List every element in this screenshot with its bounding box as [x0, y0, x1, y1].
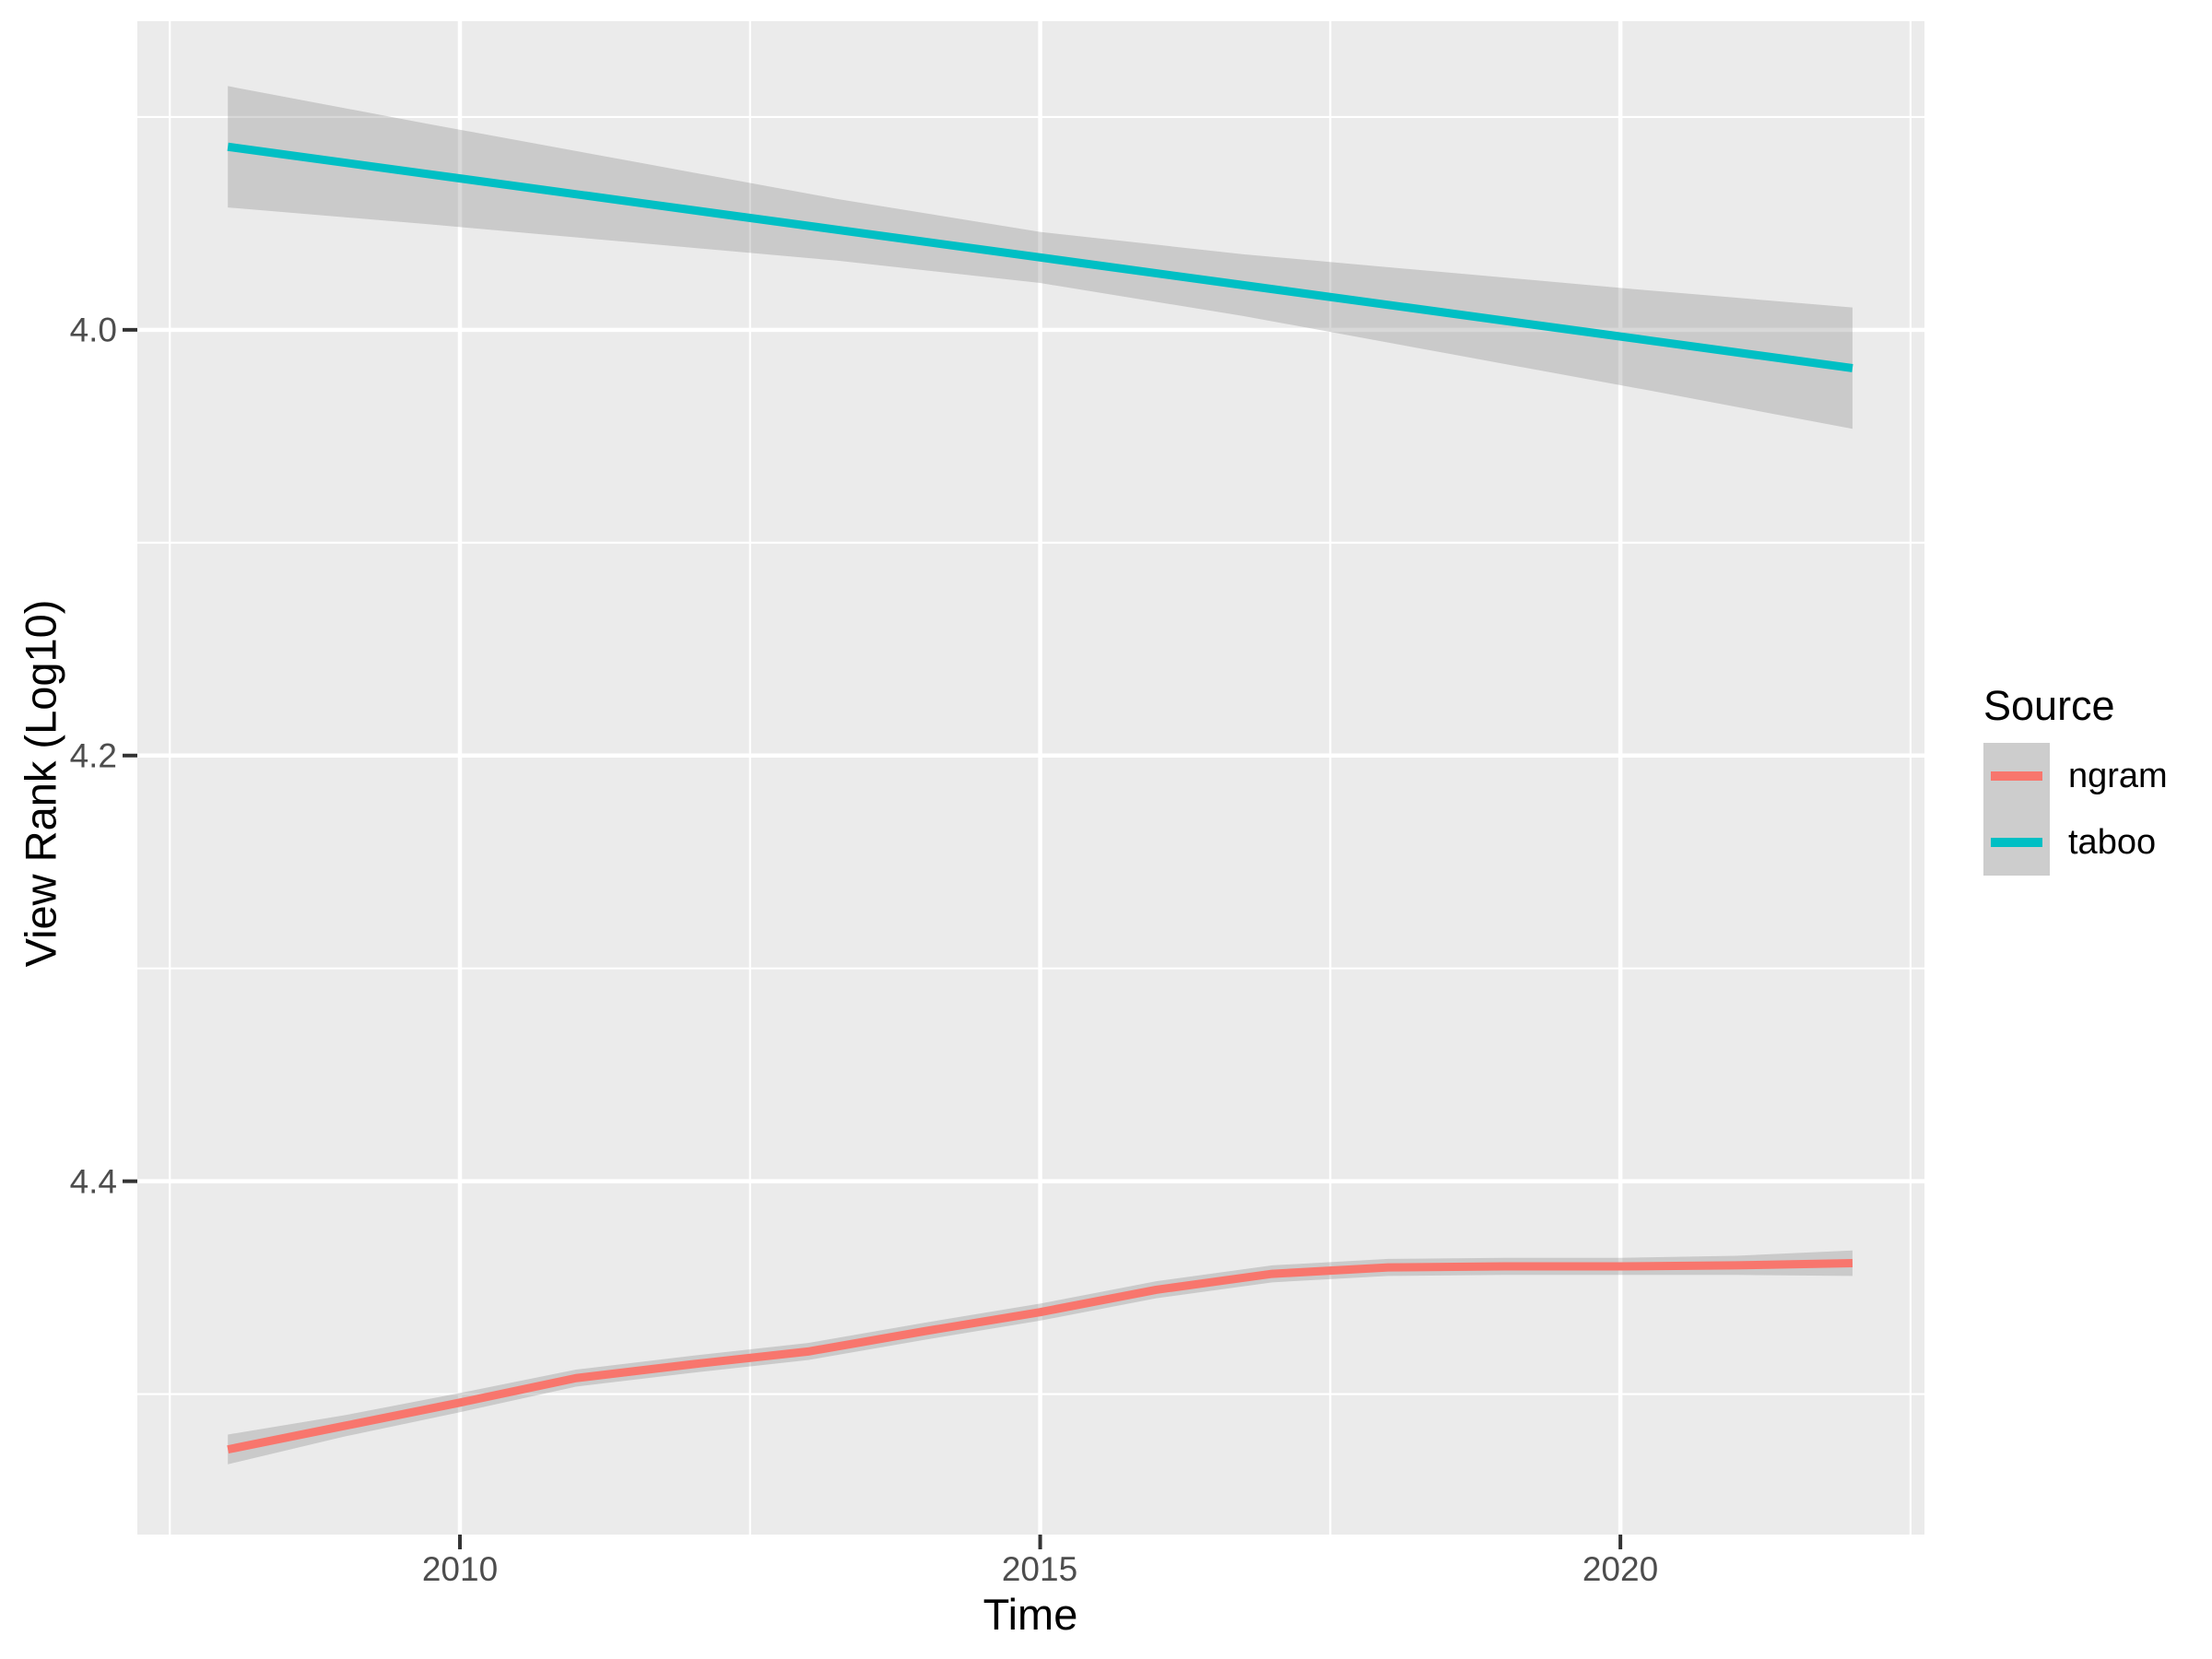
- legend-line-ngram: [1991, 771, 2042, 781]
- legend: Source ngram taboo: [1983, 684, 2168, 876]
- y-tick-label: 4.4: [69, 1162, 117, 1201]
- legend-key-ngram: [1983, 743, 2050, 809]
- legend-label-ngram: ngram: [2068, 756, 2168, 795]
- legend-label-taboo: taboo: [2068, 822, 2157, 862]
- x-axis-title: Time: [982, 1590, 1078, 1639]
- y-axis-title: View Rank (Log10): [16, 599, 65, 968]
- legend-title: Source: [1983, 682, 2115, 729]
- x-tick-label: 2015: [1001, 1550, 1078, 1588]
- x-tick-label: 2020: [1582, 1550, 1659, 1588]
- line-taboo: [227, 142, 1853, 372]
- legend-line-taboo: [1991, 838, 2042, 847]
- legend-entry-taboo: taboo: [1983, 809, 2168, 876]
- line-ngram: [227, 1259, 1853, 1454]
- x-tick-label: 2010: [421, 1550, 499, 1588]
- legend-key-taboo: [1983, 809, 2050, 876]
- y-tick-label: 4.2: [69, 736, 117, 775]
- panel-background: [137, 21, 1924, 1535]
- ribbon-ngram: [228, 1250, 1853, 1465]
- y-tick-label: 4.0: [69, 311, 117, 349]
- legend-entry-ngram: ngram: [1983, 743, 2168, 809]
